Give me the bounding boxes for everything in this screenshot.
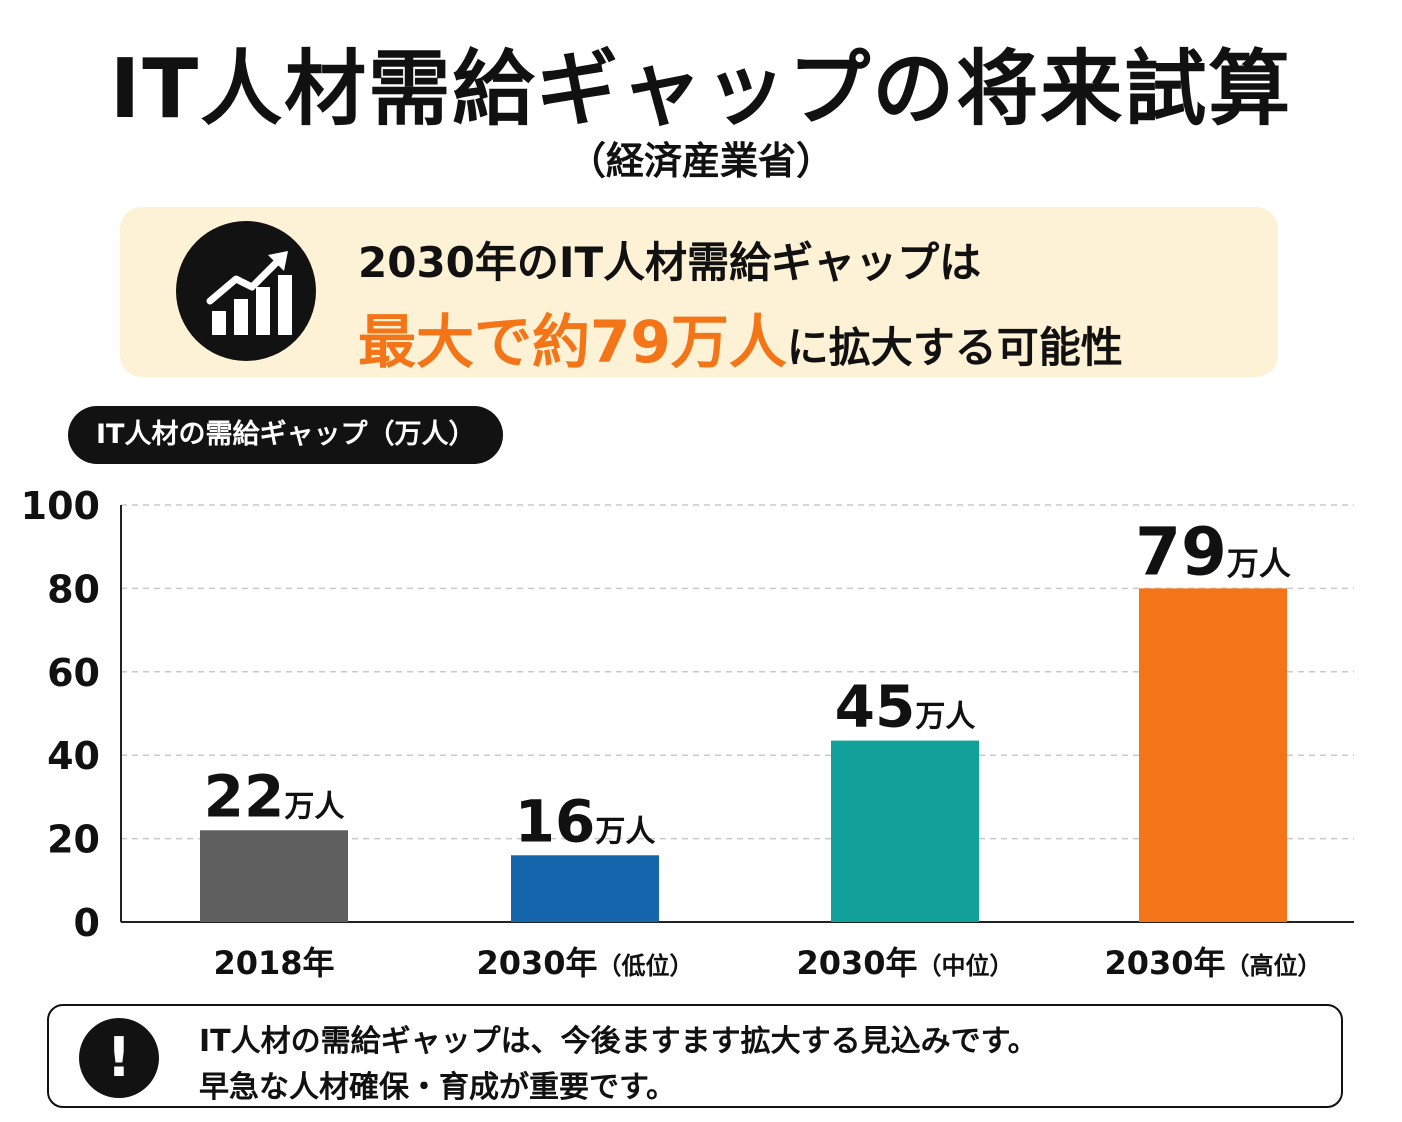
data-label-0: 22万人	[204, 762, 345, 830]
highlight-rest: に拡大する可能性	[786, 323, 1123, 372]
category-sub: （高位）	[1226, 952, 1322, 980]
data-label-2: 45万人	[835, 673, 976, 741]
category-main: 2030年	[476, 944, 597, 982]
category-label-1: 2030年（低位）	[476, 944, 693, 982]
exclamation-icon: !	[79, 1018, 159, 1098]
data-label-number: 22	[204, 762, 285, 830]
data-label-unit: 万人	[915, 700, 975, 735]
category-sub: （中位）	[918, 952, 1014, 980]
category-main: 2030年	[1104, 944, 1225, 982]
y-tick-label: 100	[21, 484, 100, 528]
highlight-line2: 最大で約79万人に拡大する可能性	[358, 295, 1123, 379]
page-title: IT人材需給ギャップの将来試算	[109, 42, 1293, 137]
data-label-unit: 万人	[284, 789, 344, 824]
y-tick-label: 0	[74, 901, 100, 945]
bar-chart: 02040608010022万人2018年16万人2030年（低位）45万人20…	[21, 484, 1354, 982]
bar-0	[200, 830, 348, 922]
data-label-unit: 万人	[1227, 544, 1291, 582]
category-sub: （低位）	[598, 952, 694, 980]
highlight-box: 2030年のIT人材需給ギャップは 最大で約79万人に拡大する可能性	[120, 207, 1278, 377]
trend-up-chart-icon	[176, 221, 316, 361]
data-label-3: 79万人	[1135, 513, 1291, 590]
data-label-1: 16万人	[515, 787, 656, 855]
data-label-unit: 万人	[595, 814, 655, 849]
data-label-number: 79	[1135, 513, 1227, 590]
y-tick-label: 80	[47, 567, 100, 611]
note-line1: IT人材の需給ギャップは、今後ますます拡大する見込みです。	[199, 1024, 1038, 1059]
highlight-accent: 最大で約79万人	[358, 308, 787, 376]
highlight-line1: 2030年のIT人材需給ギャップは	[358, 238, 982, 287]
category-label-0: 2018年	[213, 944, 334, 982]
category-main: 2030年	[796, 944, 917, 982]
data-label-number: 45	[835, 673, 916, 741]
category-label-2: 2030年（中位）	[796, 944, 1013, 982]
chart-title-pill: IT人材の需給ギャップ（万人）	[68, 406, 504, 464]
y-tick-label: 20	[47, 818, 100, 862]
category-label-3: 2030年（高位）	[1104, 944, 1321, 982]
y-tick-label: 40	[47, 734, 100, 778]
bar-1	[511, 855, 659, 922]
note-line2: 早急な人材確保・育成が重要です。	[199, 1070, 676, 1105]
bar-2	[831, 740, 979, 922]
page-subtitle: （経済産業省）	[567, 139, 834, 183]
y-tick-label: 60	[47, 651, 100, 695]
data-label-number: 16	[515, 787, 596, 855]
note-box: ! IT人材の需給ギャップは、今後ますます拡大する見込みです。 早急な人材確保・…	[47, 1004, 1343, 1108]
bar-3	[1139, 588, 1287, 922]
category-main: 2018年	[213, 944, 334, 982]
